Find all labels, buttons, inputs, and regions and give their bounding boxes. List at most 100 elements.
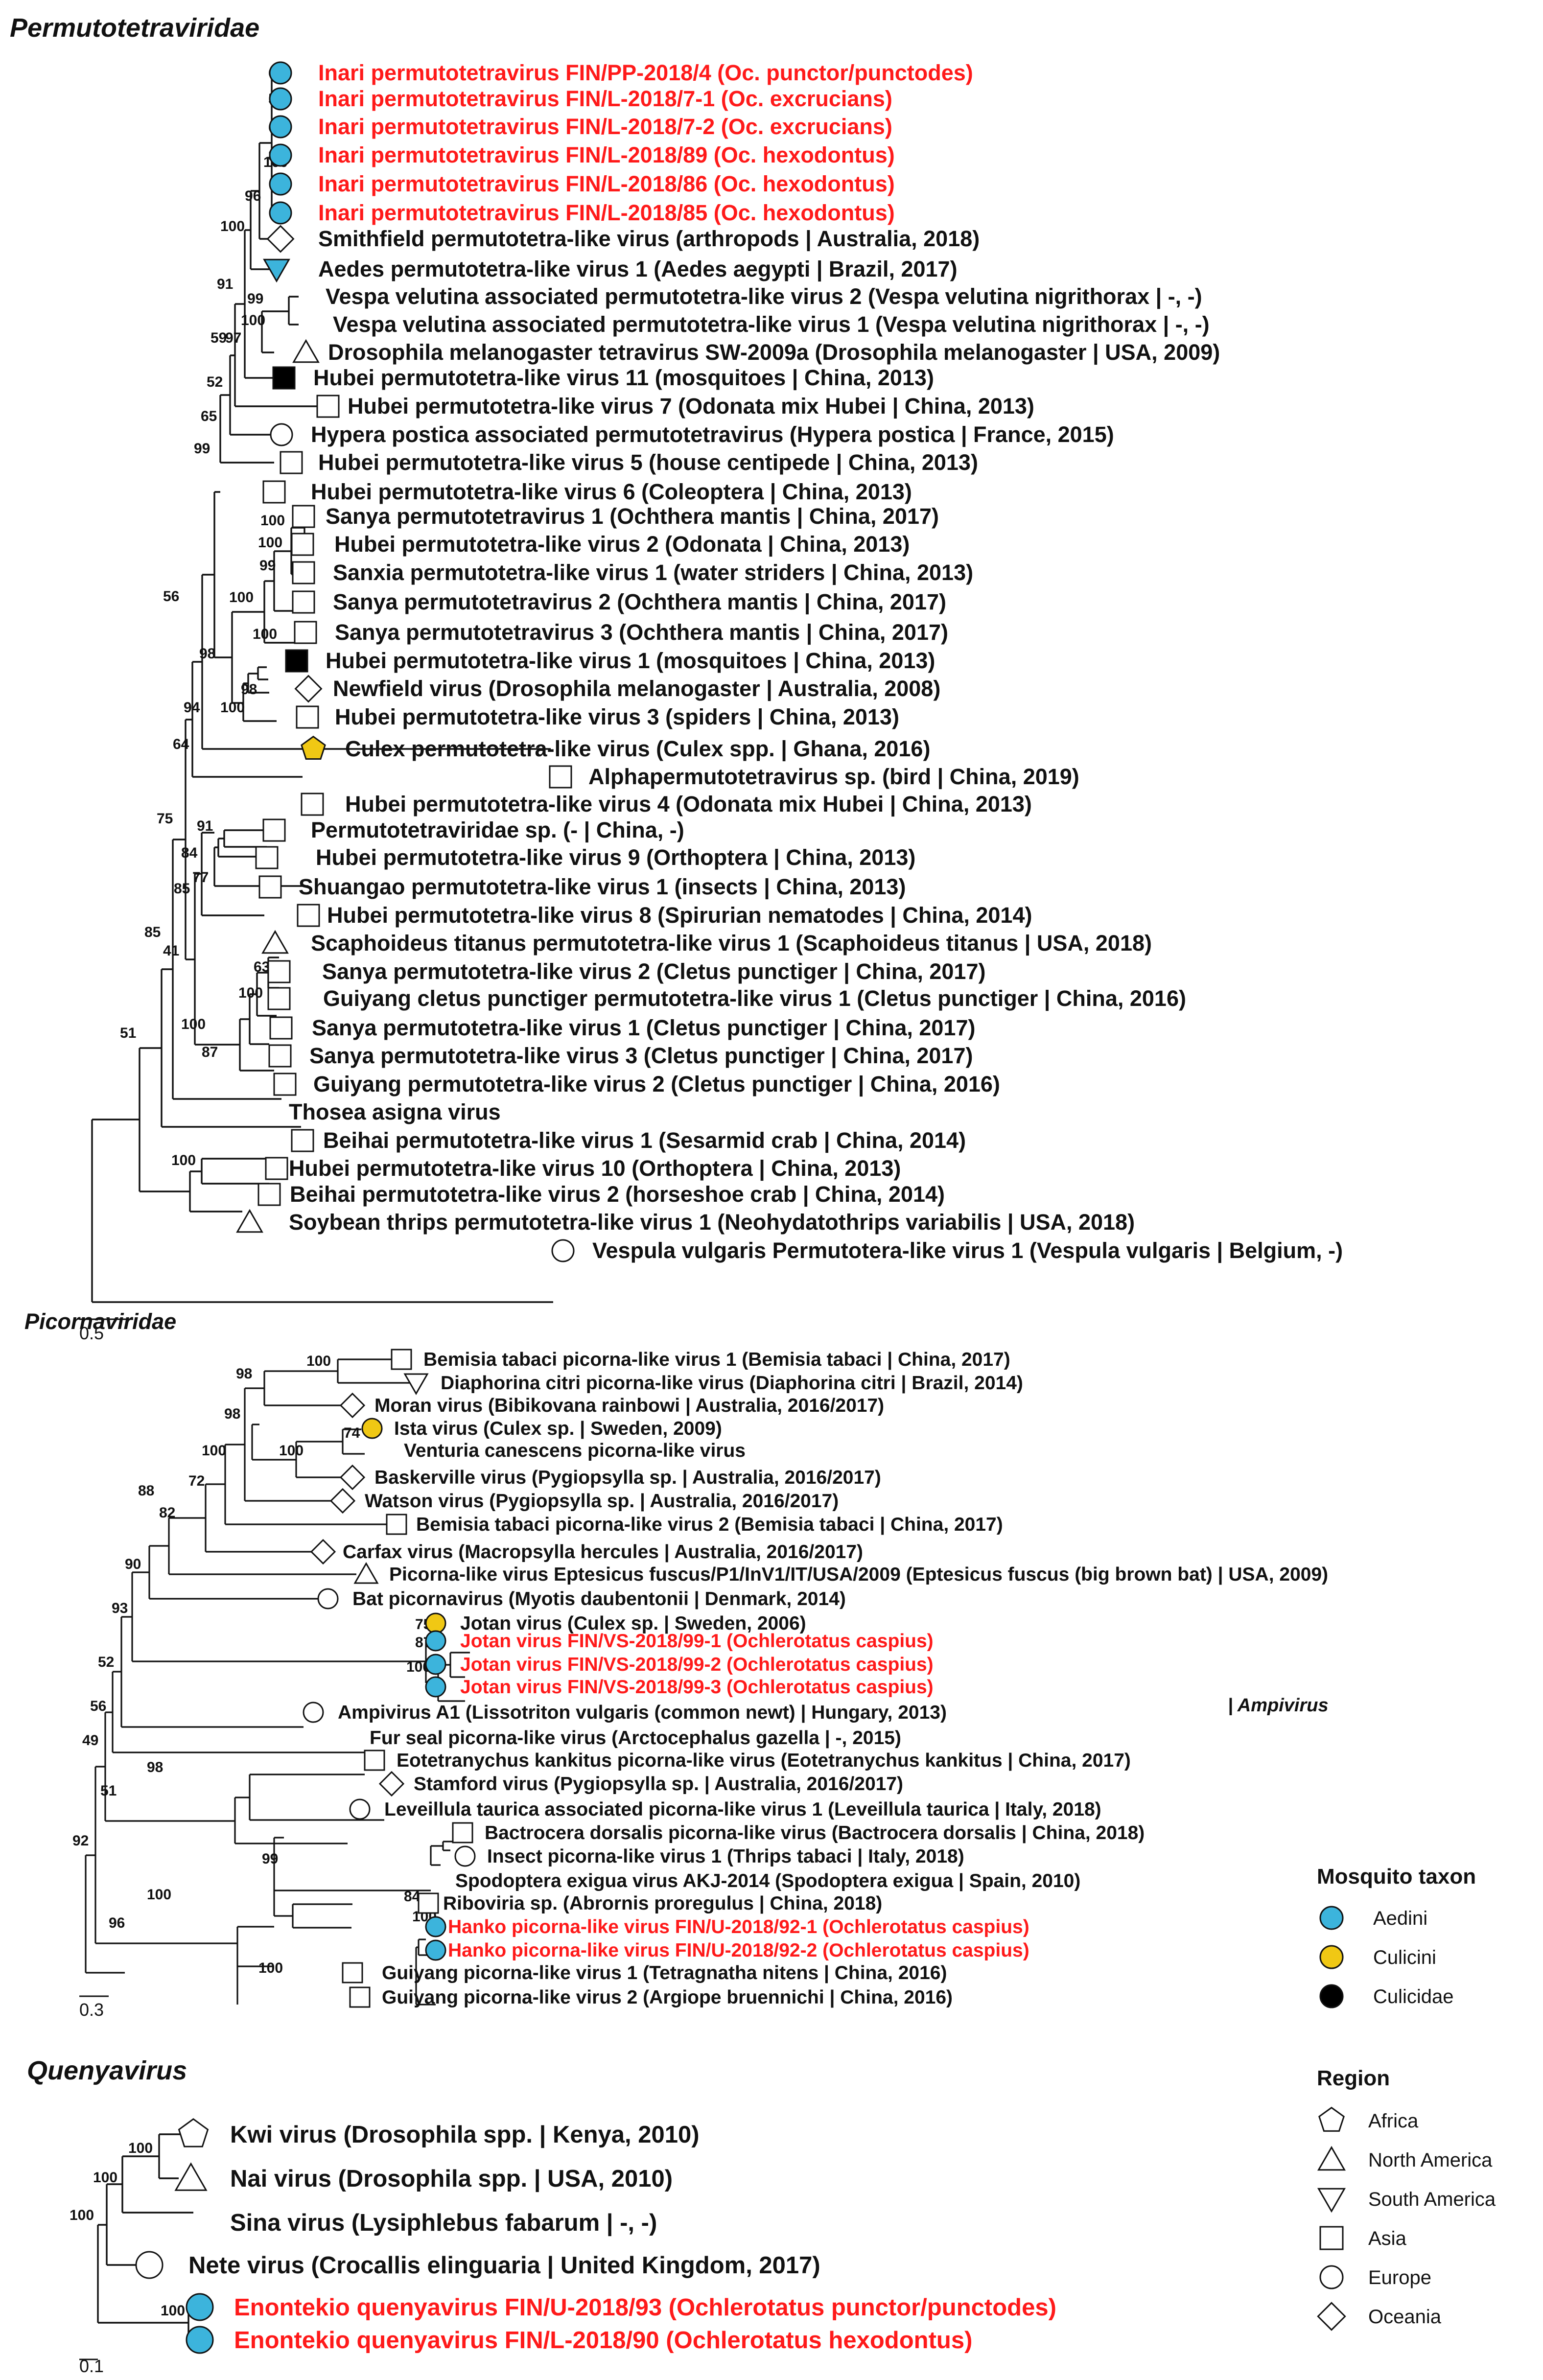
svg-text:63: 63: [254, 959, 270, 975]
svg-text:85: 85: [174, 881, 190, 897]
legend-mosquito-taxon: Mosquito taxon Aedini Culicini Culicidae: [1317, 1865, 1476, 2008]
tip-label: Sanya permutotetra-like virus 3 (Cletus …: [309, 1043, 973, 1069]
circle-marker: [425, 1654, 446, 1675]
pentagon-marker: [1318, 2106, 1345, 2132]
panel-permutotetraviridae: Permutotetraviridae 67 51 67: [10, 13, 1343, 1343]
svg-text:100: 100: [258, 1960, 283, 1976]
svg-text:100: 100: [279, 1443, 304, 1459]
circle-marker: [425, 1676, 446, 1698]
tip-label: Sanya permutotetravirus 2 (Ochthera mant…: [333, 589, 946, 615]
circle-marker: [425, 1939, 446, 1961]
tip-label: Hanko picorna-like virus FIN/U-2018/92-2…: [448, 1940, 1029, 1961]
legend-region-label: Europe: [1368, 2267, 1431, 2288]
pentagon-marker: [301, 735, 326, 760]
tip-label: Jotan virus (Culex sp. | Sweden, 2006): [460, 1613, 806, 1634]
tree-branches-picornaviridae: [85, 1358, 470, 2006]
square-marker: [418, 1892, 439, 1914]
circle-marker: [317, 1588, 339, 1610]
svg-text:100: 100: [128, 2140, 153, 2156]
tip-label: Shuangao permutotetra-like virus 1 (inse…: [299, 874, 906, 900]
svg-text:94: 94: [184, 700, 200, 716]
tip-labels-permutotetraviridae: Inari permutotetravirus FIN/PP-2018/4 (O…: [289, 60, 1343, 1263]
tip-label: Riboviria sp. (Abrornis proregulus | Chi…: [443, 1893, 882, 1914]
circle-marker: [270, 423, 293, 446]
tip-label: Nete virus (Crocallis elinguaria | Unite…: [188, 2252, 820, 2279]
tip-label: Guiyang picorna-like virus 1 (Tetragnath…: [382, 1962, 947, 1983]
triangle-marker: [403, 1373, 429, 1396]
scale-bar-quenyavirus: 0.1: [79, 2356, 104, 2376]
svg-text:65: 65: [201, 408, 217, 424]
svg-text:52: 52: [207, 374, 223, 390]
legend-region-label: South America: [1368, 2189, 1496, 2210]
support-values-permutotetraviridae: 67 51 67 89 100 96 100 91 99 100 59 97 5…: [120, 65, 288, 1168]
support-values-quenyavirus: 100 100 100 100: [70, 2140, 185, 2319]
svg-text:90: 90: [125, 1556, 141, 1572]
circle-marker: [269, 61, 292, 85]
tip-label: Hubei permutotetra-like virus 6 (Coleopt…: [311, 479, 912, 505]
tip-label: Diaphorina citri picorna-like virus (Dia…: [441, 1373, 1023, 1394]
svg-text:84: 84: [404, 1889, 421, 1905]
square-marker: [297, 904, 320, 927]
square-marker: [268, 1044, 292, 1068]
tip-label: Inari permutotetravirus FIN/PP-2018/4 (O…: [318, 60, 973, 85]
circle-marker: [425, 1612, 446, 1634]
svg-text:77: 77: [192, 869, 209, 886]
circle-marker: [269, 143, 292, 167]
diamond-marker: [1317, 2302, 1346, 2331]
tip-label: Nai virus (Drosophila spp. | USA, 2010): [230, 2166, 673, 2192]
legend-taxon-label: Culicidae: [1373, 1986, 1454, 2007]
square-marker: [292, 590, 315, 614]
tip-label: Enontekio quenyavirus FIN/U-2018/93 (Och…: [234, 2294, 1056, 2321]
square-marker: [386, 1514, 407, 1535]
square-marker: [269, 1016, 293, 1040]
tip-label: Jotan virus FIN/VS-2018/99-3 (Ochlerotat…: [460, 1677, 934, 1698]
svg-text:56: 56: [90, 1698, 106, 1714]
square-marker: [265, 1157, 288, 1180]
tip-label: Vespula vulgaris Permutotera-like virus …: [592, 1238, 1343, 1263]
legend-region-label: North America: [1368, 2149, 1493, 2171]
svg-text:82: 82: [159, 1505, 175, 1521]
circle-marker: [454, 1845, 476, 1867]
svg-text:100: 100: [229, 589, 254, 606]
tip-label: Jotan virus FIN/VS-2018/99-2 (Ochlerotat…: [460, 1654, 934, 1675]
legend-region: Region Africa North America South America A…: [1317, 2066, 1496, 2331]
tip-label: Bemisia tabaci picorna-like virus 2 (Bem…: [416, 1514, 1003, 1535]
svg-text:74: 74: [344, 1425, 360, 1441]
svg-text:41: 41: [163, 943, 179, 959]
svg-text:98: 98: [147, 1759, 163, 1775]
legend-region-title: Region: [1317, 2066, 1390, 2090]
tip-label: Hubei permutotetra-like virus 4 (Odonata…: [345, 792, 1032, 817]
square-marker: [255, 846, 279, 869]
tip-label: Bat picornavirus (Myotis daubentonii | D…: [352, 1588, 846, 1610]
circle-marker: [1319, 1945, 1344, 1969]
svg-text:98: 98: [199, 646, 215, 662]
svg-text:98: 98: [236, 1366, 252, 1382]
svg-text:88: 88: [138, 1483, 154, 1499]
tip-label: Beihai permutotetra-like virus 2 (horses…: [290, 1182, 945, 1207]
svg-text:0.5: 0.5: [79, 1323, 104, 1343]
square-marker: [280, 451, 303, 474]
legend-taxon-label: Culicini: [1373, 1947, 1436, 1968]
tip-labels-quenyavirus: Kwi virus (Drosophila spp. | Kenya, 2010…: [188, 2122, 1056, 2354]
square-marker: [257, 1183, 281, 1206]
svg-text:93: 93: [112, 1600, 128, 1616]
svg-text:100: 100: [202, 1443, 226, 1459]
circle-marker: [1319, 1984, 1344, 2008]
panel-title-permutotetraviridae: Permutotetraviridae: [10, 13, 259, 43]
tip-label: Drosophila melanogaster tetravirus SW-20…: [328, 340, 1220, 365]
square-marker: [549, 765, 572, 789]
tip-label: Sanya permutotetra-like virus 2 (Cletus …: [322, 959, 985, 984]
diamond-marker: [329, 1488, 356, 1514]
tip-label: Newfield virus (Drosophila melanogaster …: [333, 676, 940, 701]
tip-label: Aedes permutotetra-like virus 1 (Aedes a…: [318, 257, 958, 282]
square-marker: [262, 818, 286, 842]
tip-label: Hubei permutotetra-like virus 10 (Orthop…: [289, 1156, 901, 1181]
svg-text:100: 100: [171, 1152, 196, 1168]
tip-label: Hanko picorna-like virus FIN/U-2018/92-1…: [448, 1916, 1029, 1937]
tip-label: Leveillula taurica associated picorna-li…: [384, 1799, 1101, 1820]
tip-label: Spodoptera exigua virus AKJ-2014 (Spodop…: [455, 1870, 1080, 1891]
circle-marker: [186, 2293, 214, 2321]
tip-label: Hypera postica associated permutotetravi…: [311, 422, 1114, 447]
tip-label: Inari permutotetravirus FIN/L-2018/85 (O…: [318, 200, 895, 225]
svg-text:75: 75: [157, 811, 173, 827]
